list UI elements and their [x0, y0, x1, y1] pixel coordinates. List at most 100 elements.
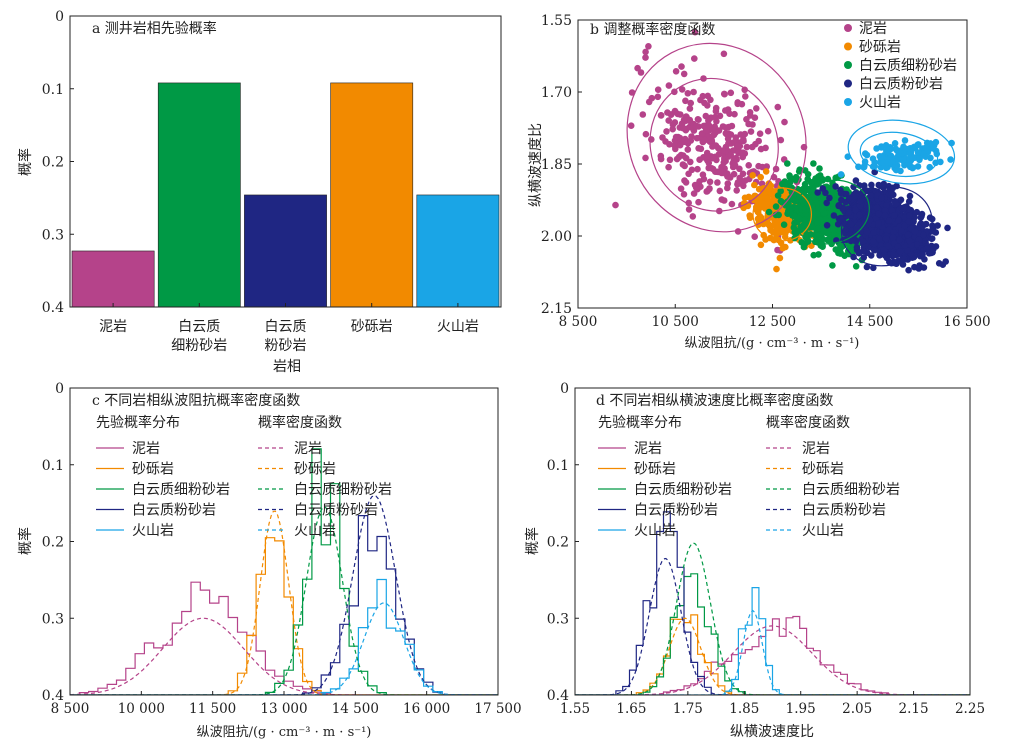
- c-pdf-0: [70, 617, 498, 695]
- panel-b-point-3-886: [856, 202, 864, 210]
- panel-d-frame: [574, 387, 971, 696]
- panel-b-point-0-93: [727, 89, 735, 97]
- panel-b-point-0-270: [706, 185, 713, 193]
- panel-b-point-1-216: [766, 223, 774, 230]
- panel-b-point-1-99: [757, 173, 764, 181]
- panel-b-point-4-110: [915, 141, 922, 148]
- panel-b-point-2-715: [846, 243, 854, 250]
- panel-b-ytick-label-2: 1.85: [541, 157, 572, 173]
- panel-c-xtick-label-1: 10 000: [118, 701, 165, 717]
- panel-b-point-3-999: [901, 222, 908, 230]
- panel-b-point-0-104: [742, 93, 749, 100]
- panel-b-ytick-label-1: 1.70: [541, 85, 572, 101]
- panel-b-point-3-995: [883, 254, 891, 262]
- panel-b-legend-marker-1: [844, 42, 852, 51]
- panel-b-point-0-279: [648, 94, 656, 102]
- panel-b-point-3-946: [859, 238, 867, 245]
- panel-b-point-0-158: [759, 163, 766, 171]
- panel-b-title: b 调整概率密度函数: [590, 21, 715, 38]
- panel-d-y-ticks: 0 0.1 0.2 0.3 0.4: [547, 381, 579, 704]
- panel-b-point-2-713: [822, 216, 829, 223]
- panel-b-point-3-991: [863, 228, 871, 236]
- panel-b-point-0-196: [680, 70, 688, 78]
- panel-d-legend-label-right-2: 白云质细粉砂岩: [802, 482, 900, 498]
- panel-b-point-0-100: [687, 99, 694, 107]
- panel-b-point-3-188: [935, 260, 943, 267]
- panel-b-x-ticks: 8 500 10 500 12 500 14 500 16 500: [559, 304, 991, 330]
- panel-a-category-0-0: 泥岩: [99, 319, 127, 335]
- panel-b-point-0-163: [663, 128, 670, 135]
- panel-b-point-0-161: [705, 117, 712, 124]
- panel-c-legend-label-left-0: 泥岩: [132, 441, 160, 457]
- panel-b-point-0-272: [747, 128, 755, 135]
- panel-a-ytick-label-1: 0.1: [42, 82, 64, 98]
- panel-b-point-0-251: [665, 82, 673, 89]
- panel-b-point-3-906: [855, 249, 863, 257]
- panel-b-point-3-747: [880, 180, 888, 188]
- panel-b-point-0-138: [682, 179, 690, 186]
- d-hist-0: [575, 615, 970, 695]
- panel-b-point-0-267: [688, 133, 695, 140]
- panel-a-category-1-1: 细粉砂岩: [171, 338, 227, 354]
- panel-a-ytick-label-0: 0: [55, 9, 64, 25]
- panel-b-point-4-103: [884, 159, 892, 166]
- panel-b-point-0-285: [659, 134, 666, 141]
- panel-b-legend-marker-2: [844, 61, 852, 69]
- panel-b-point-3-425: [899, 261, 907, 268]
- panel-c-legend-label-left-4: 火山岩: [132, 523, 174, 539]
- panel-b-legend-marker-4: [844, 98, 852, 106]
- panel-b-point-1-279: [782, 243, 789, 251]
- panel-d-xtick-label-4: 1.95: [786, 701, 816, 717]
- panel-b-point-2-159: [852, 263, 860, 270]
- panel-b-point-3-881: [819, 185, 827, 192]
- panel-b-point-3-867: [930, 246, 937, 253]
- panel-b-point-2-527: [810, 251, 817, 259]
- panel-b-point-2-334: [810, 160, 817, 167]
- panel-b-ellipses: [626, 42, 956, 267]
- panel-b-point-4-107: [906, 155, 913, 162]
- panel-c-legend-label-right-0: 泥岩: [294, 441, 322, 457]
- panel-b-point-0-165: [704, 92, 712, 100]
- panel-b-point-2-461: [796, 166, 803, 173]
- panel-c-ytick-label-4: 0.4: [42, 688, 64, 704]
- panel-b-point-3-919: [853, 225, 860, 232]
- panel-a-y-ticks: 0 0.1 0.2 0.3 0.4: [42, 9, 74, 316]
- panel-c-legend-label-right-3: 白云质粉砂岩: [294, 503, 378, 519]
- panel-b-point-0-315: [722, 124, 730, 131]
- panel-b-point-3-661: [842, 226, 849, 234]
- panel-b-point-2-786: [804, 175, 811, 183]
- panel-b-point-1-49: [751, 181, 758, 189]
- panel-b-point-0-283: [671, 142, 678, 149]
- panel-b-point-3-613: [868, 181, 875, 189]
- panel-b-point-1-247: [775, 226, 783, 233]
- panel-b-point-2-393: [765, 208, 773, 216]
- panel-c-xtick-label-5: 16 000: [403, 701, 450, 717]
- d-pdf-3: [575, 557, 970, 695]
- panel-b-point-0-38: [696, 178, 703, 185]
- panel-b-point-3-884: [838, 196, 845, 204]
- panel-b-point-3-957: [852, 191, 859, 199]
- panel-b-point-0-253: [733, 142, 741, 150]
- panel-b-point-3-843: [906, 212, 913, 220]
- panel-b-point-2-672: [782, 202, 789, 209]
- panel-b-point-3-993: [923, 245, 931, 252]
- panel-b-point-0-2: [684, 146, 692, 153]
- d-hist-4: [575, 587, 970, 695]
- panel-b-point-0-214: [677, 185, 685, 192]
- panel-b-point-1-117: [776, 254, 784, 262]
- panel-b-point-4-116: [906, 145, 914, 152]
- panel-c-legend-header-right: 概率密度函数: [258, 414, 342, 431]
- panel-b-point-2-315: [784, 160, 791, 167]
- panel-c-distribution-chart: 0 0.1 0.2 0.3 0.4 8 500 10 000 11 500 13 000 14 …: [17, 381, 522, 740]
- panel-b-point-0-40: [696, 156, 703, 163]
- panel-b-point-0-269: [634, 64, 641, 72]
- panel-a-ylabel: 概率: [17, 148, 34, 176]
- panel-b-point-2-392: [772, 211, 780, 219]
- panel-b-ellipse-3: [791, 179, 870, 245]
- panel-b-point-0-252: [669, 125, 676, 133]
- panel-b-point-3-179: [870, 264, 877, 272]
- panel-d-xtick-label-2: 1.75: [673, 701, 703, 717]
- panel-b-point-0-223: [657, 152, 665, 160]
- panel-b-point-3-491: [861, 182, 868, 189]
- panel-c-xtick-label-2: 11 500: [189, 701, 236, 717]
